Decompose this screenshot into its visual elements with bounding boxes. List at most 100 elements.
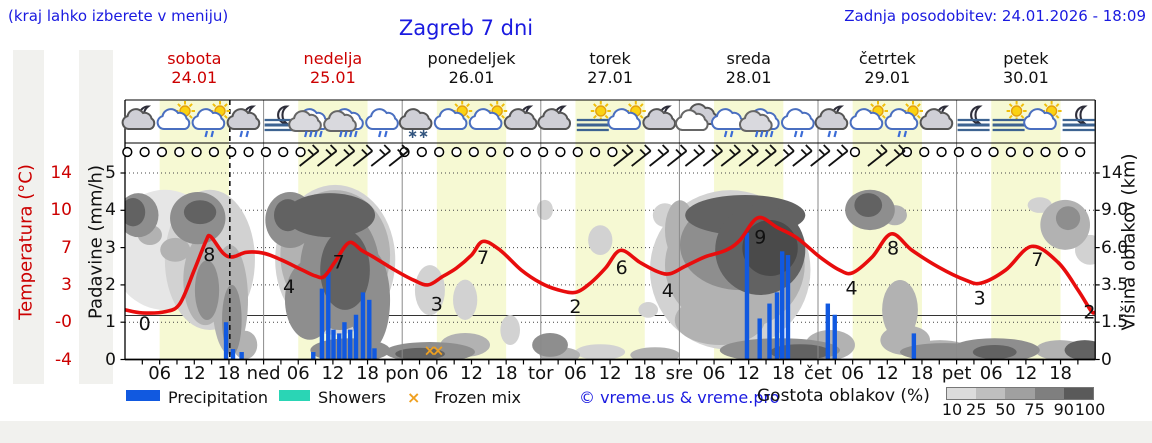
copyright-link[interactable]: © vreme.us & vreme.pro — [579, 388, 780, 407]
density-swatch — [976, 388, 1006, 399]
wind-barb-icon — [388, 144, 409, 167]
density-tick: 25 — [966, 400, 987, 419]
moon-fog-icon — [957, 105, 990, 132]
day-date: 28.01 — [725, 68, 772, 87]
temperature-label: 9 — [754, 226, 766, 248]
sun-cloud-icon — [433, 101, 473, 130]
wind-barb-icon — [370, 144, 391, 167]
cloud-blob — [284, 193, 376, 238]
legend-frozen-mix: Frozen mix — [434, 388, 522, 407]
sun-cloud-icon — [849, 101, 888, 130]
hour-label: 12 — [875, 363, 899, 384]
precip-tick: 1 — [105, 312, 116, 333]
precip-bar — [319, 288, 325, 360]
precip-tick: 3 — [105, 237, 116, 258]
temperature-label: 4 — [845, 277, 857, 299]
precip-tick: 4 — [105, 200, 116, 221]
cloud-rain-icon — [323, 108, 364, 138]
wind-barb-icon — [828, 144, 849, 167]
wind-barb-icon — [334, 144, 356, 167]
wind-barb-icon — [352, 144, 373, 167]
cloud-cover-circle — [139, 146, 150, 158]
precip-bar — [360, 292, 366, 360]
cloud-cover-circle — [295, 146, 306, 158]
cloud-cover-circle — [520, 146, 531, 158]
precip-bar — [832, 314, 837, 360]
cloud-cover-circle — [971, 146, 982, 158]
density-tick: 90 — [1053, 400, 1074, 419]
temp-tick: 7 — [61, 237, 72, 258]
density-swatch — [947, 388, 977, 399]
bg-strip — [13, 50, 44, 384]
temp-tick: 14 — [50, 163, 72, 183]
hour-label: 12 — [460, 363, 483, 384]
hour-label: 18 — [771, 363, 795, 384]
frozen-mix-icon: × — [407, 388, 421, 407]
cloud-rain-icon — [739, 108, 780, 138]
hour-label: 12 — [737, 363, 761, 384]
moon-fog-icon — [1062, 105, 1095, 132]
precip-bar — [779, 251, 785, 360]
hour-label: 12 — [1014, 363, 1038, 384]
cloud-blob — [125, 197, 146, 227]
legend-precipitation: Precipitation — [168, 388, 269, 407]
cloud-drizzle-icon — [365, 108, 399, 138]
temperature-label: 6 — [616, 257, 628, 279]
precip-tick: 0 — [105, 349, 116, 370]
cloud-cover-circle — [607, 146, 618, 158]
cloud-blob — [453, 279, 478, 320]
temperature-label: 8 — [203, 244, 215, 266]
cloud-cover-circle — [1023, 146, 1034, 158]
hour-label: 06 — [979, 363, 1003, 384]
cloud-blob — [500, 315, 521, 345]
cloud-blob — [536, 199, 553, 220]
hour-label: 18 — [356, 363, 379, 384]
cloud-drizzle-icon — [781, 108, 815, 138]
moon-cloud-icon — [121, 105, 156, 130]
sun-cloud-drizzle-icon — [884, 101, 923, 138]
cloud-blob — [1064, 340, 1096, 360]
cloud-cover-circle — [503, 146, 514, 158]
moon-cloud-icon — [919, 105, 954, 130]
precip-bar — [367, 299, 372, 360]
cloud-cover-circle — [416, 146, 427, 158]
cloud-cover-circle — [226, 146, 237, 158]
day-abbr-label: sre — [665, 363, 694, 384]
day-name: nedelja — [303, 49, 363, 68]
precip-bar — [311, 352, 316, 360]
precip-bar — [348, 329, 353, 360]
cloud-blob — [575, 344, 626, 360]
precip-bar — [767, 303, 772, 360]
precip-bar — [239, 352, 244, 360]
hour-label: 06 — [425, 363, 449, 384]
day-abbr-label: ned — [246, 363, 281, 384]
precip-bar — [337, 333, 342, 360]
wind-barb-icon — [792, 144, 813, 167]
cloud-blob — [395, 347, 445, 360]
wind-barb-icon — [702, 144, 723, 167]
cloud-cover-circle — [589, 146, 601, 158]
cloud-cover-circle — [451, 146, 462, 158]
precip-bar — [757, 318, 762, 360]
cloud-cover-circle — [191, 146, 202, 158]
temp-tick: 3 — [61, 274, 72, 295]
precip-tick: 2 — [105, 274, 116, 295]
legend-showers: Showers — [318, 388, 386, 407]
density-tick: 100 — [1074, 400, 1106, 419]
cloud-blob — [1027, 197, 1052, 213]
day-date: 26.01 — [448, 68, 495, 87]
cloud-cover-circle — [243, 146, 254, 158]
cloud-cover-circle — [1057, 146, 1069, 158]
moon-cloud-drizzle-icon — [814, 105, 849, 138]
day-abbr-label: pet — [941, 363, 972, 384]
day-name: ponedeljek — [427, 49, 516, 68]
cloud-height-tick: 3.5 — [1101, 274, 1129, 295]
day-date: 24.01 — [171, 68, 218, 87]
cloud-density-layer — [125, 184, 1096, 360]
day-name: sreda — [726, 49, 771, 68]
temperature-label: 3 — [974, 287, 986, 309]
density-swatch — [1034, 388, 1064, 399]
cloud-blob — [532, 333, 568, 357]
precip-bar — [774, 292, 780, 360]
svg-text:∗∗: ∗∗ — [407, 127, 429, 142]
